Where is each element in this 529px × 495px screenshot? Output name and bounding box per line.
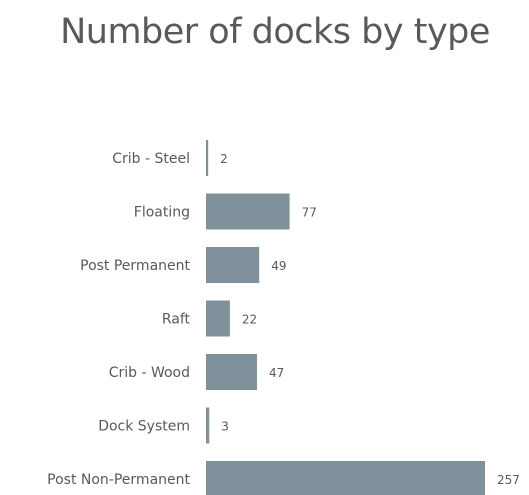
category-label: Crib - Steel <box>112 151 190 167</box>
value-label: 22 <box>242 313 257 327</box>
bar <box>206 247 260 283</box>
value-label: 3 <box>221 420 229 434</box>
bar <box>206 193 290 230</box>
bar <box>206 407 210 444</box>
bar <box>206 461 485 495</box>
category-label: Floating <box>134 205 190 221</box>
category-label: Post Non-Permanent <box>47 472 190 488</box>
category-label: Dock System <box>98 419 190 435</box>
value-label: 2 <box>220 152 228 166</box>
value-label: 49 <box>271 259 286 273</box>
bar <box>206 300 230 337</box>
bar <box>206 354 258 390</box>
bar <box>206 140 209 176</box>
value-label: 257 <box>497 473 520 487</box>
chart-title: Number of docks by type <box>60 12 490 52</box>
category-label: Crib - Wood <box>109 365 190 381</box>
value-label: 47 <box>269 366 284 380</box>
value-label: 77 <box>302 206 317 220</box>
category-label: Raft <box>162 312 191 328</box>
category-label: Post Permanent <box>80 258 190 274</box>
